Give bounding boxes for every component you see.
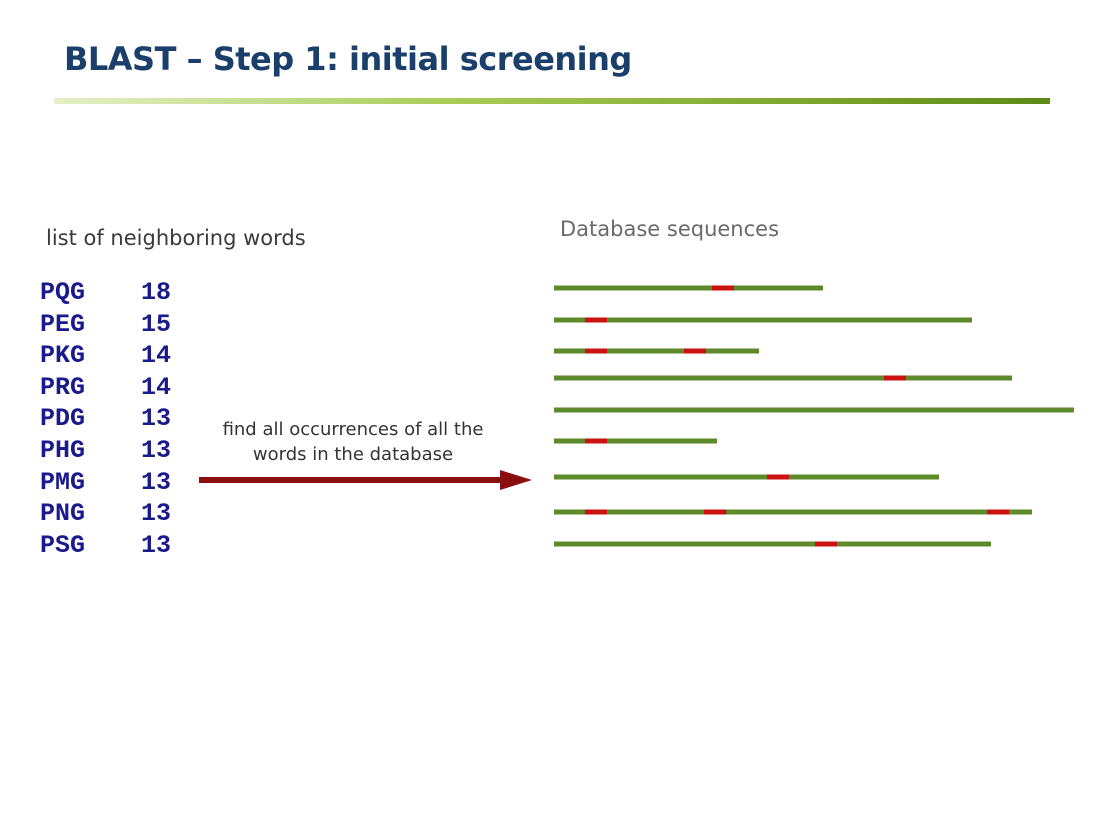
- arrow-caption: find all occurrences of all the words in…: [222, 419, 484, 465]
- word-score: 13: [141, 404, 172, 434]
- word: PMG: [40, 467, 86, 497]
- word-score: 13: [141, 530, 172, 560]
- word-score: 18: [141, 278, 172, 307]
- word: PRG: [40, 372, 86, 402]
- word: PQG: [40, 278, 86, 307]
- slide-title: BLAST – Step 1: initial screening: [64, 40, 632, 78]
- word: PKG: [40, 341, 86, 371]
- word-score: 13: [141, 435, 172, 465]
- word: PNG: [40, 499, 86, 529]
- word-score: 14: [141, 341, 172, 371]
- word: PHG: [40, 435, 86, 465]
- word-score: 14: [141, 372, 172, 402]
- word: PDG: [40, 404, 86, 434]
- word: PEG: [40, 309, 86, 339]
- title-underline: [54, 98, 1050, 104]
- word-score: 13: [141, 499, 172, 529]
- neighboring-words-heading: list of neighboring words: [46, 226, 306, 250]
- database-sequences-heading: Database sequences: [560, 217, 780, 241]
- arrow-head: [500, 470, 532, 490]
- word-score: 13: [141, 467, 172, 497]
- search-arrow: [199, 470, 532, 490]
- word-score: 15: [141, 309, 172, 339]
- word: PSG: [40, 530, 86, 560]
